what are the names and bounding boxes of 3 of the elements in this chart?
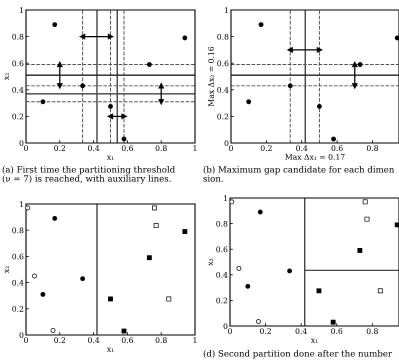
text: (d) Second partition done after the number bbox=[204, 350, 392, 358]
text: (a) First time the partitioning threshold (ν = 7) is reached, with auxiliary lines. bbox=[2, 166, 175, 184]
text: (b) Maximum gap candidate for each dimen sion. bbox=[203, 166, 394, 182]
